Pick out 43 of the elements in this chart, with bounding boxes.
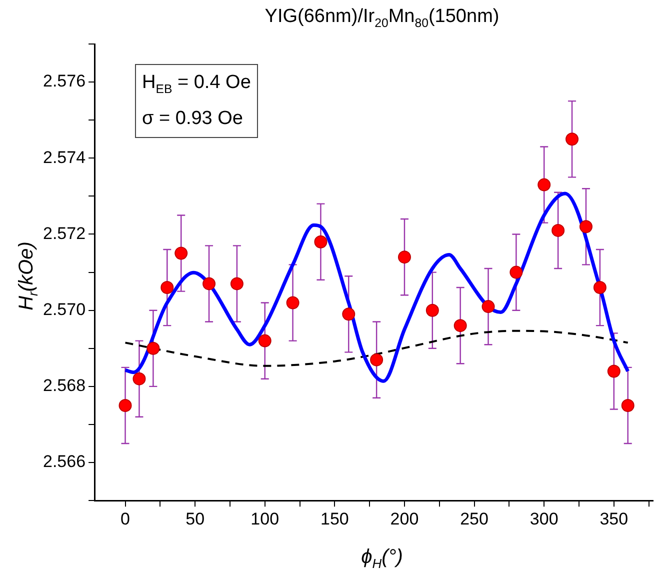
- point: [118, 398, 132, 412]
- x-tick-label: 200: [390, 509, 419, 528]
- x-tick-label: 50: [186, 509, 205, 528]
- y-tick-label: 2.572: [42, 224, 86, 243]
- point: [454, 319, 467, 332]
- chart-title: YIG(66nm)/Ir$_{20}$Mn$_{80}$(150nm): [264, 6, 500, 30]
- point: [579, 220, 592, 234]
- point: [174, 246, 188, 260]
- x-tick-label: 300: [530, 509, 558, 528]
- point: [538, 178, 551, 192]
- x-tick-label: 350: [600, 509, 628, 528]
- point: [621, 398, 634, 412]
- annotation: σ = 0.93 Oe: [142, 106, 244, 131]
- point: [202, 277, 216, 290]
- point: [426, 304, 439, 317]
- point: [398, 250, 411, 264]
- point: [314, 235, 328, 248]
- point: [552, 224, 565, 237]
- point: [593, 281, 606, 294]
- y-tick-label: 2.576: [42, 72, 86, 91]
- x-tick-label: 250: [460, 509, 488, 528]
- y-tick-label: 2.566: [42, 452, 86, 472]
- point: [286, 296, 300, 310]
- y-tick-label: 2.570: [42, 300, 86, 320]
- x-axis-title: ϕ$_{H}$(°): [360, 546, 404, 571]
- x-tick-label: 100: [250, 509, 280, 528]
- y-tick-label: 2.574: [42, 148, 86, 167]
- point: [370, 353, 384, 366]
- annotation: H$_{EB}$ = 0.4 Oe: [142, 71, 251, 98]
- point: [146, 342, 160, 355]
- line-series: [124, 330, 629, 367]
- point: [482, 300, 495, 314]
- x-tick-label: 0: [120, 509, 130, 528]
- point: [510, 266, 523, 279]
- point: [607, 364, 620, 378]
- point: [342, 308, 356, 321]
- point: [258, 334, 272, 348]
- y-tick-label: 2.568: [42, 376, 86, 396]
- x-tick-label: 150: [320, 509, 349, 528]
- point: [132, 372, 146, 386]
- point: [160, 281, 174, 294]
- point: [566, 132, 579, 146]
- point: [230, 277, 244, 290]
